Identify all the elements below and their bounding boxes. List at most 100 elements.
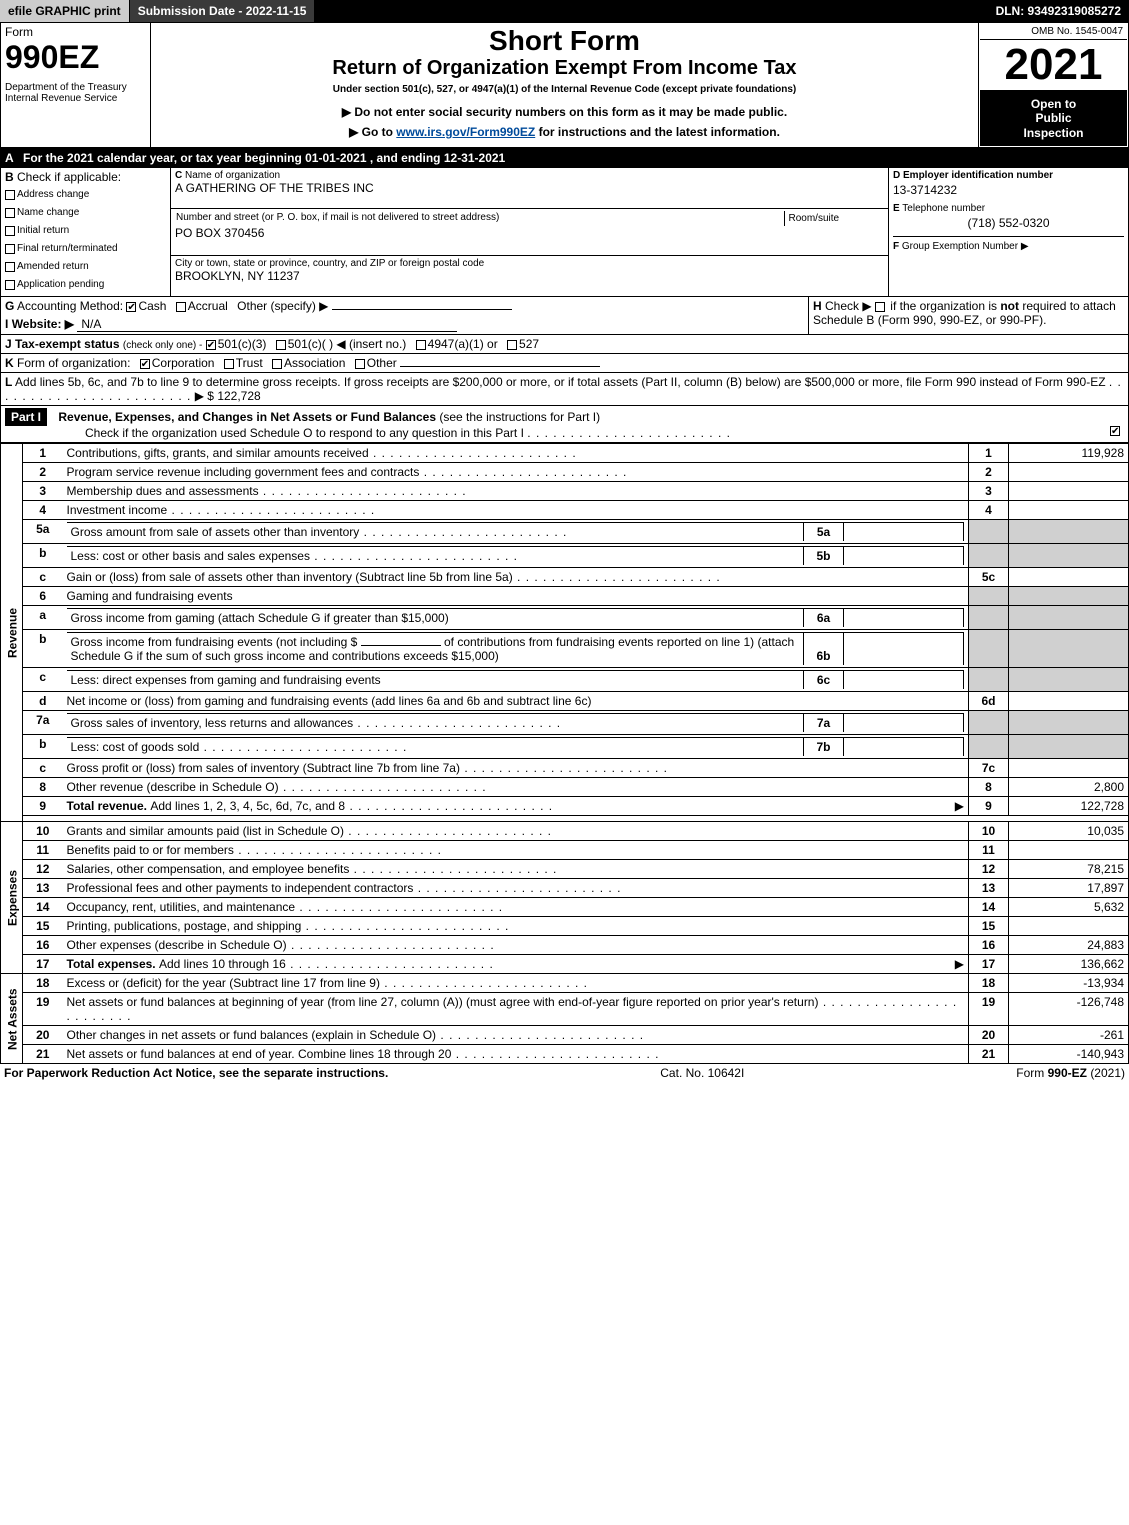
ln-10-v: 10,035 (1009, 822, 1129, 841)
section-i: I Website: ▶ N/A (1, 315, 809, 335)
ln-5b-d: Less: cost or other basis and sales expe… (71, 549, 310, 563)
ln-19-v: -126,748 (1009, 993, 1129, 1026)
open-to-public-box: Open to Public Inspection (980, 91, 1127, 146)
ln-19-box: 19 (969, 993, 1009, 1026)
ln-1-d: Contributions, gifts, grants, and simila… (67, 446, 369, 460)
e-label: E (893, 203, 900, 214)
org-name: A GATHERING OF THE TRIBES INC (175, 181, 884, 195)
ln-7b-box: 7b (804, 738, 844, 757)
checkbox-amended-return[interactable] (5, 262, 15, 272)
line-a: A For the 2021 calendar year, or tax yea… (0, 148, 1129, 168)
ln-17-box: 17 (969, 955, 1009, 974)
ln-20-v: -261 (1009, 1026, 1129, 1045)
checkbox-trust[interactable] (224, 359, 234, 369)
ln-11-n: 11 (23, 841, 63, 860)
ln-9-v: 122,728 (1009, 797, 1129, 816)
ln-6d-n: d (23, 692, 63, 711)
ln-15-v (1009, 917, 1129, 936)
g-accrual: Accrual (188, 299, 228, 313)
ln-6c-box: 6c (804, 671, 844, 690)
open-line-1: Open to (984, 97, 1123, 111)
top-bar: efile GRAPHIC print Submission Date - 20… (0, 0, 1129, 22)
ln-8-n: 8 (23, 778, 63, 797)
ln-10-n: 10 (23, 822, 63, 841)
ln-4-box: 4 (969, 501, 1009, 520)
ln-14-d: Occupancy, rent, utilities, and maintena… (67, 900, 296, 914)
part1-title: Revenue, Expenses, and Changes in Net As… (58, 410, 436, 424)
ln-5a-n: 5a (23, 520, 63, 544)
ln-19-d: Net assets or fund balances at beginning… (67, 995, 819, 1009)
ln-5b-box: 5b (804, 547, 844, 566)
checkbox-name-change[interactable] (5, 208, 15, 218)
footer-right-post: (2021) (1090, 1066, 1125, 1080)
ln-5c-v (1009, 568, 1129, 587)
checkbox-address-change[interactable] (5, 190, 15, 200)
ln-18-d: Excess or (deficit) for the year (Subtra… (67, 976, 380, 990)
city-lbl: City or town, state or province, country… (175, 258, 884, 269)
bullet-2-post: for instructions and the latest informat… (539, 125, 780, 139)
ln-6b-box: 6b (804, 633, 844, 666)
checkbox-final-return[interactable] (5, 244, 15, 254)
ln-17-arrow: ▶ (955, 957, 964, 971)
ln-18-v: -13,934 (1009, 974, 1129, 993)
submission-date-button[interactable]: Submission Date - 2022-11-15 (130, 0, 316, 22)
l-label: L (5, 375, 12, 389)
page-footer: For Paperwork Reduction Act Notice, see … (0, 1064, 1129, 1082)
checkbox-other-org[interactable] (355, 359, 365, 369)
l-value: 122,728 (217, 389, 260, 403)
checkbox-initial-return[interactable] (5, 226, 15, 236)
ln-8-v: 2,800 (1009, 778, 1129, 797)
ein-value: 13-3714232 (893, 183, 1124, 197)
checkbox-corporation[interactable] (140, 359, 150, 369)
ln-6d-d: Net income or (loss) from gaming and fun… (63, 692, 969, 711)
c-name-lbl: Name of organization (185, 170, 280, 181)
section-c-city: City or town, state or province, country… (171, 255, 889, 296)
checkbox-application-pending[interactable] (5, 280, 15, 290)
irs-link[interactable]: www.irs.gov/Form990EZ (396, 125, 535, 139)
checkbox-4947[interactable] (416, 340, 426, 350)
checkbox-schedule-o[interactable] (1110, 426, 1120, 436)
ln-13-d: Professional fees and other payments to … (67, 881, 414, 895)
checkbox-501c[interactable] (276, 340, 286, 350)
ln-7b-d: Less: cost of goods sold (71, 740, 200, 754)
checkbox-cash[interactable] (126, 302, 136, 312)
ln-4-d: Investment income (67, 503, 168, 517)
opt-address: Address change (17, 189, 89, 200)
footer-mid: Cat. No. 10642I (660, 1066, 744, 1080)
ln-6-d: Gaming and fundraising events (63, 587, 969, 606)
ln-12-v: 78,215 (1009, 860, 1129, 879)
ln-2-n: 2 (23, 463, 63, 482)
ln-14-n: 14 (23, 898, 63, 917)
checkbox-sched-b[interactable] (875, 302, 885, 312)
dept-label: Department of the Treasury Internal Reve… (5, 82, 146, 104)
part1-header: Part I Revenue, Expenses, and Changes in… (0, 406, 1129, 443)
opt-name: Name change (17, 207, 79, 218)
ln-12-d: Salaries, other compensation, and employ… (67, 862, 350, 876)
gh-block: G Accounting Method: Cash Accrual Other … (0, 297, 1129, 335)
k-trust: Trust (236, 356, 263, 370)
ln-7c-n: c (23, 759, 63, 778)
k-assoc: Association (284, 356, 345, 370)
header-table: Form 990EZ Department of the Treasury In… (0, 22, 1129, 148)
checkbox-527[interactable] (507, 340, 517, 350)
checkbox-accrual[interactable] (176, 302, 186, 312)
ln-9-n: 9 (23, 797, 63, 816)
f-text: Group Exemption Number (902, 241, 1018, 252)
ln-20-n: 20 (23, 1026, 63, 1045)
checkbox-501c3[interactable] (206, 340, 216, 350)
section-def: D Employer identification number 13-3714… (889, 168, 1129, 297)
efile-print-button[interactable]: efile GRAPHIC print (0, 0, 130, 22)
checkbox-association[interactable] (272, 359, 282, 369)
ln-7c-v (1009, 759, 1129, 778)
j-text: Tax-exempt status (15, 337, 119, 351)
subtitle: Under section 501(c), 527, or 4947(a)(1)… (155, 84, 974, 95)
ln-17-v: 136,662 (1009, 955, 1129, 974)
ln-14-box: 14 (969, 898, 1009, 917)
footer-right: Form 990-EZ (2021) (1016, 1066, 1125, 1080)
g-other: Other (specify) ▶ (237, 299, 328, 313)
website-value: N/A (77, 317, 457, 332)
ln-6b-d1: Gross income from fundraising events (no… (71, 635, 361, 649)
ln-7c-box: 7c (969, 759, 1009, 778)
k-text: Form of organization: (17, 356, 130, 370)
g-label: G (5, 299, 14, 313)
